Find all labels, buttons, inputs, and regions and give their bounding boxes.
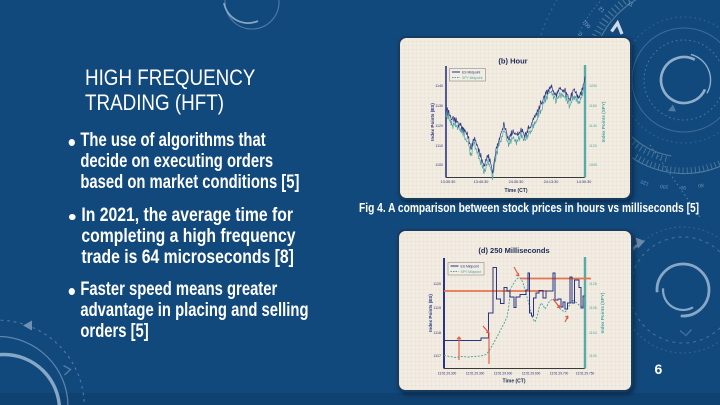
svg-text:1104: 1104	[589, 331, 597, 335]
svg-text:100: 100	[659, 182, 668, 189]
svg-text:1120: 1120	[435, 124, 443, 128]
svg-text:ES Midpoint: ES Midpoint	[461, 265, 479, 269]
svg-text:13:30:30: 13:30:30	[441, 180, 456, 184]
svg-text:11: 11	[626, 1, 634, 9]
svg-text:(d) 250 Milliseconds: (d) 250 Milliseconds	[478, 246, 549, 255]
svg-text:1120: 1120	[589, 144, 597, 148]
svg-text:1005: 1005	[589, 163, 597, 167]
svg-text:13:51:29.600: 13:51:29.600	[494, 372, 513, 376]
svg-text:1110: 1110	[436, 144, 443, 148]
svg-text:700: 700	[581, 19, 592, 30]
svg-text:90: 90	[680, 184, 686, 190]
svg-text:ES Midpoint: ES Midpoint	[462, 71, 480, 75]
svg-text:1120: 1120	[433, 282, 441, 286]
svg-text:80: 80	[698, 182, 704, 189]
svg-text:21: 21	[597, 6, 606, 15]
svg-text:Index Points (ES): Index Points (ES)	[430, 103, 435, 141]
svg-text:14:30:30: 14:30:30	[577, 180, 592, 184]
svg-text:1105: 1105	[589, 306, 597, 310]
svg-text:13:51:29.300: 13:51:29.300	[466, 372, 485, 376]
svg-text:24:13:30: 24:13:30	[544, 180, 559, 184]
svg-text:Index Points (SPY): Index Points (SPY)	[601, 101, 606, 142]
svg-text:1100: 1100	[589, 354, 597, 358]
svg-text:1160: 1160	[589, 104, 597, 108]
svg-text:SPY Midpoint: SPY Midpoint	[461, 270, 482, 274]
svg-text:(b) Hour: (b) Hour	[498, 57, 527, 66]
svg-text:24:30:30: 24:30:30	[509, 180, 524, 184]
svg-text:120: 120	[640, 178, 650, 187]
svg-text:1118: 1118	[434, 331, 441, 335]
svg-text:13:51:29.700: 13:51:29.700	[550, 372, 569, 376]
svg-text:1140: 1140	[589, 124, 597, 128]
svg-text:1119: 1119	[434, 306, 441, 310]
svg-text:1117: 1117	[434, 354, 441, 358]
svg-text:13:51:29.600: 13:51:29.600	[522, 372, 541, 376]
svg-text:Time (CT): Time (CT)	[505, 188, 528, 194]
svg-text:13:40:30: 13:40:30	[474, 180, 489, 184]
svg-text:Index Points (SPY): Index Points (SPY)	[600, 292, 605, 333]
svg-text:1200: 1200	[589, 84, 597, 88]
svg-text:0: 0	[576, 32, 583, 38]
svg-text:1100: 1100	[435, 163, 443, 167]
svg-text:SPY Midpoint: SPY Midpoint	[462, 76, 483, 80]
svg-text:1130: 1130	[435, 104, 443, 108]
svg-text:Index Points (ES): Index Points (ES)	[428, 294, 433, 332]
svg-text:13:51:29.750: 13:51:29.750	[576, 372, 595, 376]
svg-text:Time (CT): Time (CT)	[503, 379, 526, 385]
svg-text:1128: 1128	[589, 282, 597, 286]
svg-text:1140: 1140	[435, 84, 443, 88]
svg-text:13:51:29.300: 13:51:29.300	[438, 372, 457, 376]
